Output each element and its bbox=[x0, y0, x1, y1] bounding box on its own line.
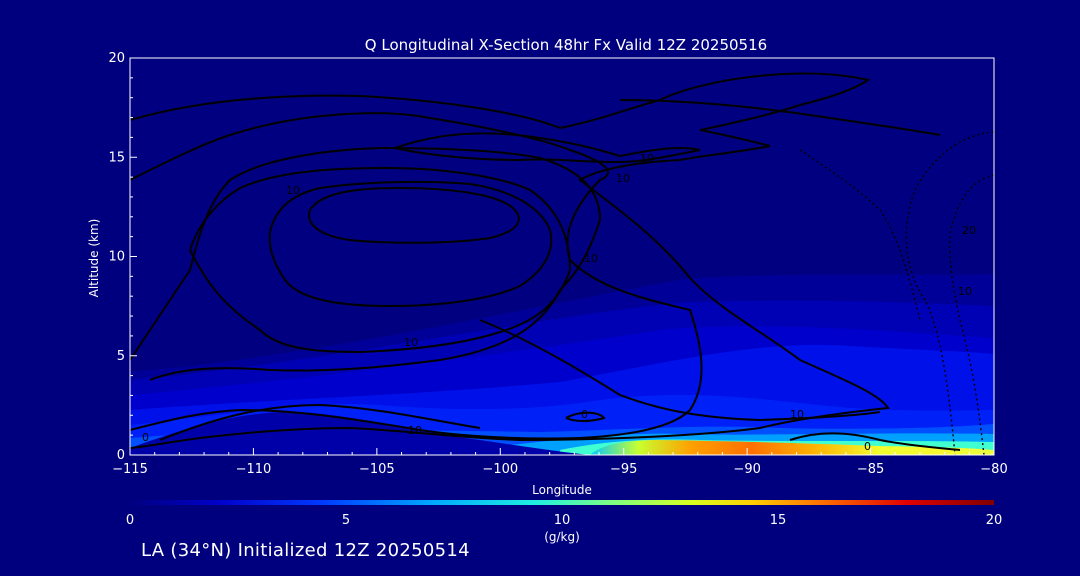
y-tick-label: 0 bbox=[117, 448, 125, 463]
contour-label: 20 bbox=[962, 224, 976, 237]
colorbar-tick-label: 5 bbox=[342, 513, 350, 528]
colorbar-tick-label: 10 bbox=[554, 513, 571, 528]
y-tick-label: 15 bbox=[108, 150, 125, 165]
contour-label: 10 bbox=[408, 424, 422, 437]
contour-label: 10 bbox=[640, 152, 654, 165]
contour-line bbox=[619, 99, 941, 136]
init-footer: LA (34°N) Initialized 12Z 20250514 bbox=[141, 540, 470, 561]
contour-line bbox=[308, 186, 520, 244]
contour-label: 10 bbox=[616, 172, 630, 185]
contour-label: 10 bbox=[404, 336, 418, 349]
y-tick-label: 10 bbox=[108, 250, 125, 265]
contour-label: 0 bbox=[142, 431, 149, 444]
x-tick-label: −95 bbox=[610, 462, 637, 477]
field-hot-band bbox=[590, 440, 994, 455]
colorbar bbox=[130, 500, 994, 505]
contour-line bbox=[130, 146, 602, 381]
contour-label: 10 bbox=[584, 252, 598, 265]
contour-label: 10 bbox=[286, 184, 300, 197]
contour-labels: 10 10 10 10 10 10 10 0 0 0 20 10 bbox=[142, 152, 976, 453]
colorbar-tick-label: 20 bbox=[986, 513, 1003, 528]
contour-line bbox=[130, 112, 703, 440]
contour-line bbox=[189, 166, 572, 354]
colorbar-ticks: 0 5 10 15 20 bbox=[126, 513, 1002, 528]
contour-line bbox=[789, 432, 961, 451]
dotted-contours bbox=[799, 131, 994, 455]
y-tick-label: 20 bbox=[108, 51, 125, 66]
contour-line bbox=[479, 319, 881, 422]
chart-title: Q Longitudinal X-Section 48hr Fx Valid 1… bbox=[365, 36, 767, 54]
y-tick-label: 5 bbox=[117, 349, 125, 364]
x-axis: −115 −110 −105 −100 −95 −90 −85 −80 bbox=[112, 448, 1008, 477]
contour-line bbox=[565, 411, 606, 422]
contour-label: 10 bbox=[790, 408, 804, 421]
x-tick-label: −85 bbox=[857, 462, 884, 477]
x-tick-label: −90 bbox=[733, 462, 760, 477]
moisture-field bbox=[130, 58, 994, 455]
field-surface-terrain bbox=[130, 411, 590, 455]
y-axis: 0 5 10 15 20 bbox=[108, 51, 137, 463]
x-tick-label: −105 bbox=[359, 462, 395, 477]
x-tick-label: −80 bbox=[980, 462, 1007, 477]
contour-label: 10 bbox=[958, 285, 972, 298]
contour-line bbox=[159, 403, 481, 441]
contour-lines bbox=[130, 72, 961, 451]
x-tick-label: −100 bbox=[482, 462, 518, 477]
contour-line bbox=[394, 132, 701, 164]
contour-line bbox=[268, 180, 553, 308]
colorbar-tick-label: 0 bbox=[126, 513, 134, 528]
colorbar-label: (g/kg) bbox=[544, 530, 580, 544]
x-axis-label: Longitude bbox=[532, 483, 592, 497]
contour-label: 0 bbox=[581, 408, 588, 421]
y-axis-label: Altitude (km) bbox=[87, 219, 101, 298]
x-tick-label: −115 bbox=[112, 462, 148, 477]
colorbar-tick-label: 15 bbox=[770, 513, 787, 528]
contour-line bbox=[130, 72, 890, 449]
dotted-contour-line bbox=[799, 149, 921, 321]
x-tick-label: −110 bbox=[236, 462, 272, 477]
contour-label: 0 bbox=[864, 440, 871, 453]
